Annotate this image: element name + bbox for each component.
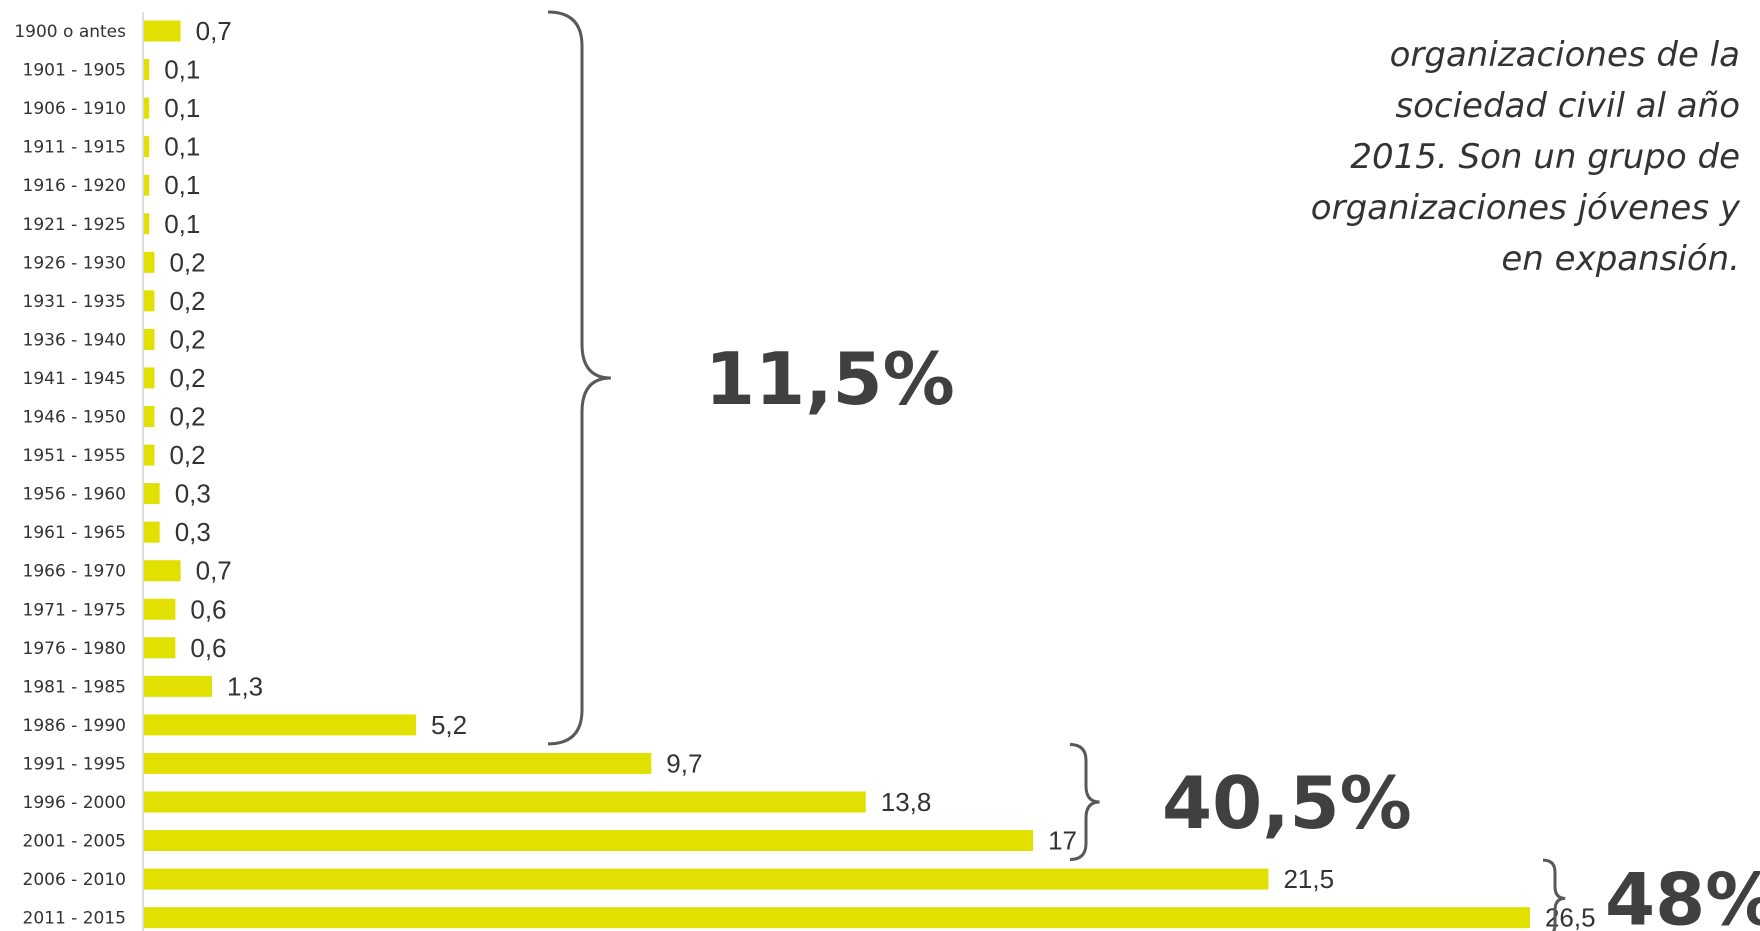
category-label: 1926 - 1930 xyxy=(23,253,126,273)
category-label: 1991 - 1995 xyxy=(23,754,126,774)
bar xyxy=(144,59,150,81)
note-line: 2015. Son un grupo de xyxy=(1350,137,1740,177)
value-label: 0,2 xyxy=(169,286,205,316)
category-label: 1900 o antes xyxy=(14,22,126,42)
category-label: 1956 - 1960 xyxy=(23,485,126,505)
category-label: 1901 - 1905 xyxy=(23,61,126,81)
value-label: 5,2 xyxy=(431,710,467,740)
group-percent-label: 11,5% xyxy=(705,337,955,421)
category-label: 1936 - 1940 xyxy=(23,330,126,350)
value-label: 0,2 xyxy=(169,324,205,354)
bars xyxy=(144,20,1530,929)
category-label: 1976 - 1980 xyxy=(23,639,126,659)
value-label: 1,3 xyxy=(227,671,263,701)
value-label: 0,3 xyxy=(175,517,211,547)
category-label: 1911 - 1915 xyxy=(23,138,126,158)
category-label: 1971 - 1975 xyxy=(23,600,126,620)
bar xyxy=(144,444,155,466)
bar xyxy=(144,560,181,582)
value-label: 0,1 xyxy=(164,132,200,162)
value-label: 0,6 xyxy=(190,594,226,624)
group-brace xyxy=(547,10,611,746)
bar xyxy=(144,328,155,350)
bar xyxy=(144,367,155,389)
category-label: 1951 - 1955 xyxy=(23,446,126,466)
value-label: 17 xyxy=(1048,826,1077,856)
category-label: 1931 - 1935 xyxy=(23,292,126,312)
bar xyxy=(144,791,866,813)
note-line: organizaciones de la xyxy=(1389,35,1740,75)
value-label: 0,6 xyxy=(190,633,226,663)
bar xyxy=(144,20,181,42)
value-label: 0,1 xyxy=(164,55,200,85)
bar xyxy=(144,290,155,312)
value-label: 0,1 xyxy=(164,209,200,239)
bar xyxy=(144,483,160,505)
value-label: 0,1 xyxy=(164,170,200,200)
bar xyxy=(144,752,652,774)
category-label: 1996 - 2000 xyxy=(23,793,126,813)
value-label: 13,8 xyxy=(881,787,932,817)
category-label: 1941 - 1945 xyxy=(23,369,126,389)
group-percent-label: 40,5% xyxy=(1162,761,1412,845)
value-label: 0,2 xyxy=(169,247,205,277)
category-label: 2011 - 2015 xyxy=(23,909,126,929)
note-line: organizaciones jóvenes y xyxy=(1310,188,1740,228)
value-label: 0,2 xyxy=(169,363,205,393)
category-label: 2001 - 2005 xyxy=(23,832,126,852)
group-percent-label: 48% xyxy=(1605,857,1760,931)
value-label: 0,7 xyxy=(196,16,232,46)
category-label: 1961 - 1965 xyxy=(23,523,126,543)
category-label: 1946 - 1950 xyxy=(23,408,126,428)
value-label: 0,3 xyxy=(175,479,211,509)
bar xyxy=(144,97,150,119)
bar xyxy=(144,598,176,620)
category-labels: 1900 o antes 1901 - 1905 1906 - 1910 1911 -… xyxy=(14,22,126,929)
category-label: 2006 - 2010 xyxy=(23,870,126,890)
bar xyxy=(144,406,155,427)
bar xyxy=(144,907,1530,929)
bar xyxy=(144,637,176,659)
value-label: 0,2 xyxy=(169,440,205,470)
value-label: 0,2 xyxy=(169,402,205,432)
category-label: 1921 - 1925 xyxy=(23,215,126,235)
bar xyxy=(144,675,212,697)
bar xyxy=(144,136,150,158)
value-label: 21,5 xyxy=(1283,864,1334,894)
category-label: 1906 - 1910 xyxy=(23,99,126,119)
value-label: 26,5 xyxy=(1545,903,1596,931)
bar xyxy=(144,714,416,736)
value-label: 9,7 xyxy=(666,748,702,778)
note-line: sociedad civil al año xyxy=(1395,86,1740,126)
group-brace xyxy=(1069,742,1100,862)
bar xyxy=(144,174,150,196)
bar xyxy=(144,868,1269,890)
value-label: 0,1 xyxy=(164,93,200,123)
value-labels: 0,7 0,1 0,1 0,1 0,1 0,1 0,2 0,2 0,2 0,2 0,2 0,2 0,3 0… xyxy=(164,16,1595,931)
note-line: en expansión. xyxy=(1501,239,1740,279)
bar xyxy=(144,830,1034,852)
group-braces xyxy=(547,10,1566,931)
group-brace xyxy=(1542,858,1566,931)
value-label: 0,7 xyxy=(196,556,232,586)
category-label: 1916 - 1920 xyxy=(23,176,126,196)
bar xyxy=(144,521,160,543)
category-label: 1981 - 1985 xyxy=(23,677,126,697)
group-percent-labels: 11,5% 40,5% 48% xyxy=(705,337,1760,931)
category-label: 1986 - 1990 xyxy=(23,716,126,736)
annotation-note: organizaciones de la sociedad civil al a… xyxy=(1220,30,1740,285)
bar xyxy=(144,251,155,273)
category-label: 1966 - 1970 xyxy=(23,562,126,582)
bar xyxy=(144,213,150,235)
